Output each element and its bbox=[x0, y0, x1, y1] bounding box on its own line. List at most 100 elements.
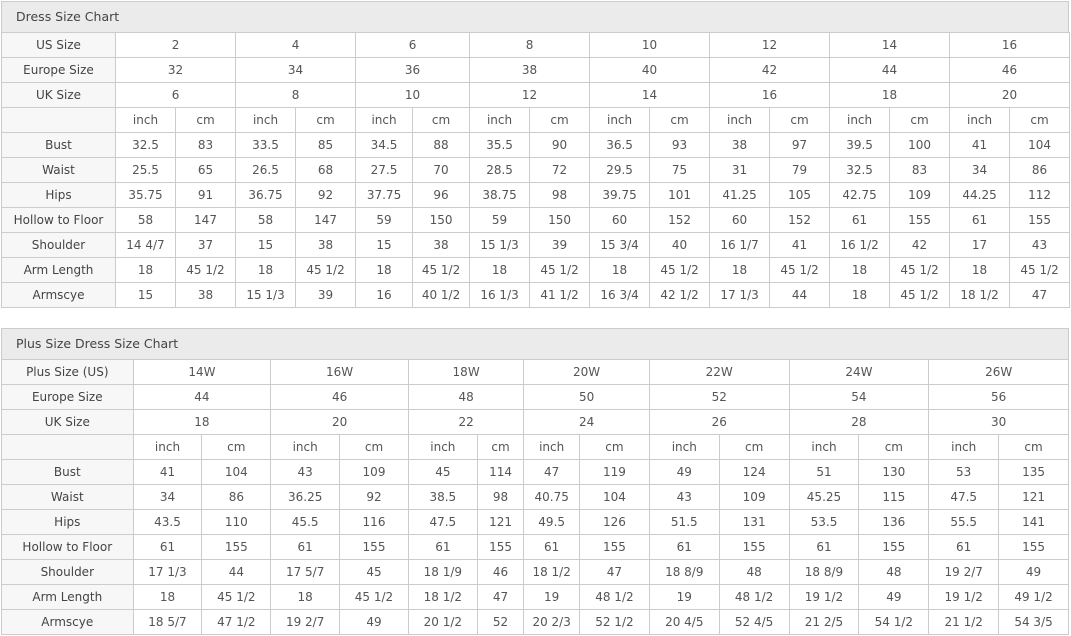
measurement-value: 45 1/2 bbox=[174, 257, 237, 283]
measurement-value: 32.5 bbox=[829, 157, 891, 183]
measurement-value: 96 bbox=[412, 182, 471, 208]
measurement-row: Bust 41 104 43 109 45 114 47 119 49 124 51 130 53 135 bbox=[1, 459, 1069, 485]
unit-header: inch bbox=[235, 107, 297, 133]
measurement-value: 101 bbox=[649, 182, 711, 208]
size-row: UK Size 6 8 10 12 14 16 18 20 bbox=[1, 82, 1071, 108]
measurement-value: 100 bbox=[889, 132, 951, 158]
unit-header: cm bbox=[579, 434, 650, 460]
measurement-value: 48 bbox=[858, 559, 930, 585]
unit-header: cm bbox=[1009, 107, 1071, 133]
measurement-value: 48 bbox=[718, 559, 790, 585]
measurement-value: 18 bbox=[829, 257, 891, 283]
measurement-value: 36.75 bbox=[235, 182, 297, 208]
measurement-row: Armscye 15 38 15 1/3 39 16 40 1/2 16 1/3 41 1/2 1… bbox=[1, 282, 1071, 308]
measurement-value: 155 bbox=[579, 534, 650, 560]
measurement-value: 19 bbox=[648, 584, 720, 610]
measurement-value: 104 bbox=[1009, 132, 1071, 158]
measurement-value: 18 8/9 bbox=[788, 559, 860, 585]
measurement-value: 47 bbox=[1009, 282, 1071, 308]
measurement-row: Hips 35.75 91 36.75 92 37.75 96 38.75 98 39.75 101… bbox=[1, 182, 1071, 208]
measurement-value: 61 bbox=[407, 534, 478, 560]
measurement-value: 25.5 bbox=[115, 157, 176, 183]
measurement-value: 21 1/2 bbox=[928, 609, 1000, 635]
measurement-value: 155 bbox=[718, 534, 790, 560]
measurement-value: 115 bbox=[858, 484, 930, 510]
measurement-value: 18 8/9 bbox=[648, 559, 720, 585]
measurement-value: 61 bbox=[270, 534, 341, 560]
unit-row: inch cm inch cm inch cm inch cm inch cm inch cm inch… bbox=[1, 107, 1071, 133]
unit-header: inch bbox=[407, 434, 478, 460]
measurement-value: 109 bbox=[889, 182, 951, 208]
measurement-value: 18 5/7 bbox=[132, 609, 203, 635]
size-value: 46 bbox=[270, 384, 409, 410]
measurement-value: 18 1/2 bbox=[523, 559, 580, 585]
dress-size-table: US Size 2 4 6 8 10 12 14 16 Europe Size 32 34 36 38 40… bbox=[1, 32, 1071, 308]
measurement-value: 29.5 bbox=[589, 157, 651, 183]
plus-size-dress-size-chart: Plus Size Dress Size Chart Plus Size (US… bbox=[1, 328, 1069, 635]
measurement-value: 17 5/7 bbox=[270, 559, 341, 585]
measurement-value: 60 bbox=[709, 207, 771, 233]
measurement-value: 152 bbox=[769, 207, 831, 233]
measurement-value: 16 1/7 bbox=[709, 232, 771, 258]
measurement-value: 86 bbox=[1009, 157, 1071, 183]
size-value: 16W bbox=[270, 359, 409, 385]
size-value: 14W bbox=[132, 359, 272, 385]
measurement-value: 31 bbox=[709, 157, 771, 183]
measurement-value: 18 bbox=[829, 282, 891, 308]
unit-header: inch bbox=[469, 107, 531, 133]
measurement-value: 49 bbox=[858, 584, 930, 610]
size-row: Europe Size 44 46 48 50 52 54 56 bbox=[1, 384, 1069, 410]
measurement-value: 147 bbox=[174, 207, 237, 233]
unit-header: inch bbox=[949, 107, 1011, 133]
size-value: 28 bbox=[788, 409, 930, 435]
size-value: 18 bbox=[132, 409, 272, 435]
measurement-value: 15 1/3 bbox=[469, 232, 531, 258]
size-value: 24 bbox=[523, 409, 650, 435]
measurement-value: 28.5 bbox=[469, 157, 531, 183]
measurement-value: 14 4/7 bbox=[115, 232, 176, 258]
size-value: 44 bbox=[132, 384, 272, 410]
unit-header: cm bbox=[476, 434, 525, 460]
unit-header: cm bbox=[649, 107, 711, 133]
measurement-row: Waist 25.5 65 26.5 68 27.5 70 28.5 72 29.5 75 31 79 3… bbox=[1, 157, 1071, 183]
measurement-value: 38 bbox=[295, 232, 357, 258]
measurement-value: 41 bbox=[769, 232, 831, 258]
measurement-value: 45.5 bbox=[270, 509, 341, 535]
unit-header: cm bbox=[339, 434, 409, 460]
measurement-value: 47 1/2 bbox=[201, 609, 272, 635]
row-label: Shoulder bbox=[1, 559, 134, 585]
measurement-value: 45 1/2 bbox=[529, 257, 591, 283]
measurement-value: 155 bbox=[858, 534, 930, 560]
measurement-value: 49 bbox=[339, 609, 409, 635]
size-value: 18 bbox=[829, 82, 951, 108]
measurement-value: 19 1/2 bbox=[788, 584, 860, 610]
size-value: 18W bbox=[407, 359, 525, 385]
measurement-value: 18 bbox=[949, 257, 1011, 283]
size-value: 12 bbox=[709, 32, 831, 58]
measurement-value: 88 bbox=[412, 132, 471, 158]
measurement-value: 17 1/3 bbox=[709, 282, 771, 308]
size-row: Plus Size (US) 14W 16W 18W 20W 22W 24W 26W bbox=[1, 359, 1069, 385]
size-value: 8 bbox=[235, 82, 357, 108]
measurement-value: 61 bbox=[829, 207, 891, 233]
unit-header: inch bbox=[788, 434, 860, 460]
measurement-value: 18 1/2 bbox=[949, 282, 1011, 308]
measurement-value: 48 1/2 bbox=[579, 584, 650, 610]
measurement-value: 60 bbox=[589, 207, 651, 233]
measurement-value: 52 4/5 bbox=[718, 609, 790, 635]
measurement-value: 124 bbox=[718, 459, 790, 485]
measurement-value: 85 bbox=[295, 132, 357, 158]
measurement-value: 18 bbox=[235, 257, 297, 283]
unit-header: inch bbox=[648, 434, 720, 460]
row-label: Armscye bbox=[1, 282, 116, 308]
measurement-value: 38.5 bbox=[407, 484, 478, 510]
row-label: Waist bbox=[1, 157, 116, 183]
size-value: 54 bbox=[788, 384, 930, 410]
size-value: 10 bbox=[355, 82, 471, 108]
measurement-value: 40 bbox=[649, 232, 711, 258]
measurement-value: 79 bbox=[769, 157, 831, 183]
row-label: Hollow to Floor bbox=[1, 534, 134, 560]
measurement-value: 126 bbox=[579, 509, 650, 535]
measurement-value: 150 bbox=[529, 207, 591, 233]
measurement-value: 72 bbox=[529, 157, 591, 183]
